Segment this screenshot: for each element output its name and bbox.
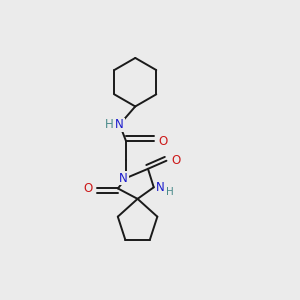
Text: O: O <box>172 154 181 167</box>
Text: O: O <box>84 182 93 195</box>
Text: H: H <box>167 188 174 197</box>
Text: O: O <box>159 135 168 148</box>
Text: N: N <box>156 181 165 194</box>
Text: N: N <box>115 118 124 131</box>
Text: H: H <box>105 118 113 131</box>
Text: N: N <box>119 172 128 184</box>
